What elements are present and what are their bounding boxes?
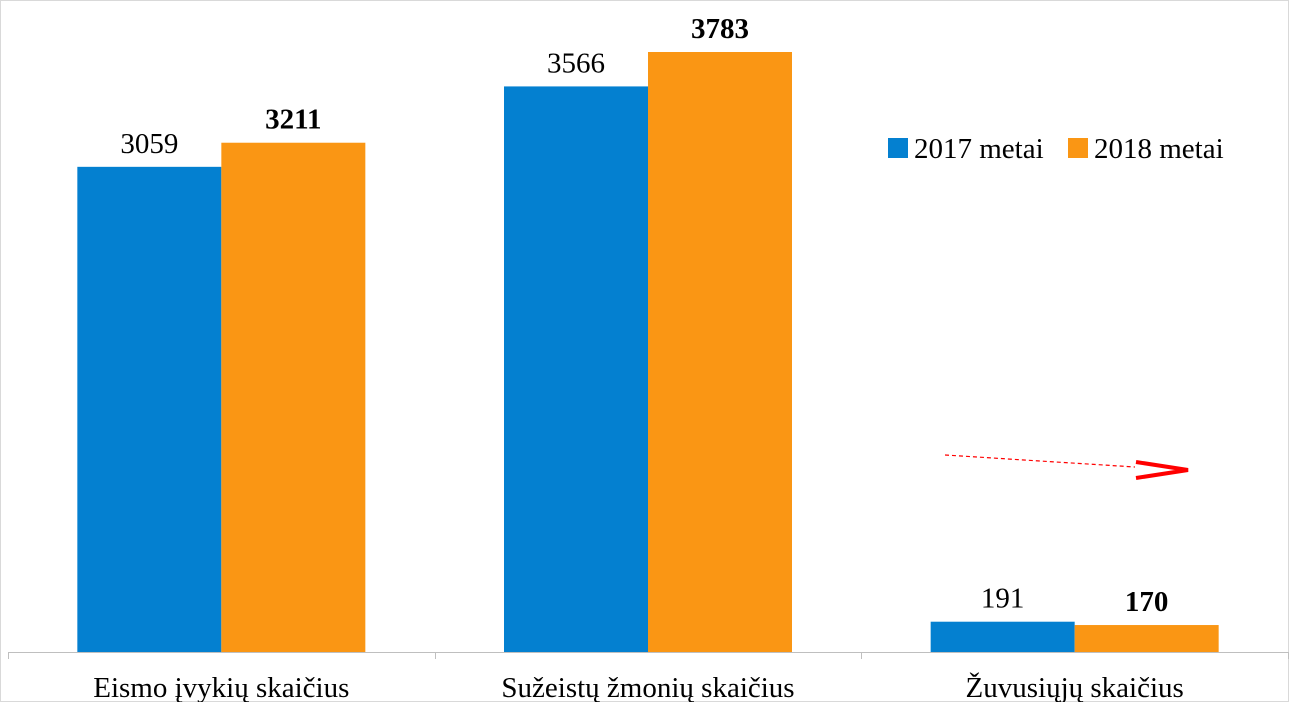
x-tick-label: Eismo įvykių skaičius bbox=[93, 672, 349, 702]
bar-value-label: 3566 bbox=[547, 47, 605, 79]
bar-series2 bbox=[221, 142, 366, 652]
legend-swatch bbox=[1068, 138, 1088, 158]
bar-series2 bbox=[1074, 625, 1219, 652]
trend-arrow-line bbox=[944, 454, 1136, 468]
bar-value-label: 191 bbox=[981, 583, 1025, 615]
legend-label: 2017 metai bbox=[914, 133, 1044, 165]
legend-swatch bbox=[888, 138, 908, 158]
bar-series1 bbox=[930, 621, 1075, 652]
trend-arrow-head bbox=[1135, 460, 1189, 480]
bar-value-label: 170 bbox=[1125, 586, 1169, 618]
bar-series1 bbox=[504, 86, 648, 653]
bar-series1 bbox=[77, 166, 222, 652]
bar-value-label: 3211 bbox=[265, 104, 321, 136]
x-tick-label: Žuvusiųjų skaičius bbox=[966, 671, 1184, 702]
bar-value-label: 3783 bbox=[691, 13, 749, 45]
x-tick-label: Sužeistų žmonių skaičius bbox=[501, 672, 794, 702]
bar-value-label: 3059 bbox=[120, 128, 178, 160]
legend-label: 2018 metai bbox=[1094, 133, 1224, 165]
bar-series2 bbox=[648, 52, 792, 652]
